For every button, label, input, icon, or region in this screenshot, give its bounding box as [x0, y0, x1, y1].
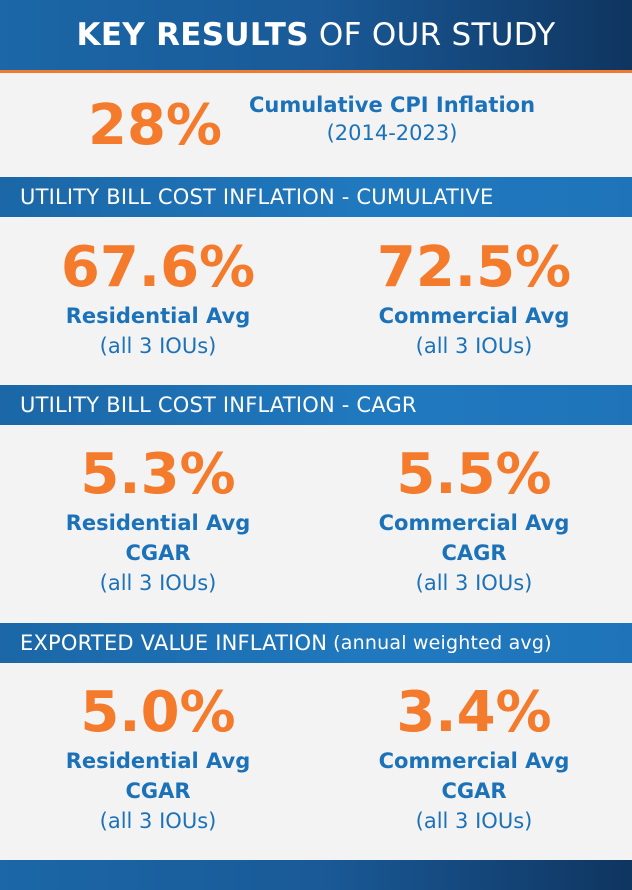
stat-label: Commercial Avg [378, 511, 570, 535]
cpi-period: (2014-2023) [326, 121, 458, 145]
stat-sub: (all 3 IOUs) [99, 334, 217, 358]
stat-label-2: CGAR [441, 779, 507, 803]
cpi-value: 28% [88, 93, 223, 158]
stat-label-2: CGAR [125, 541, 191, 565]
stat-value: 72.5% [376, 235, 572, 300]
stat-label: Residential Avg [65, 749, 251, 773]
exported-residential: 5.0% Residential Avg CGAR (all 3 IOUs) [0, 680, 316, 836]
stat-sub: (all 3 IOUs) [415, 334, 533, 358]
page-header: KEY RESULTS OF OUR STUDY [0, 0, 632, 70]
section-title-text: UTILITY BILL COST INFLATION - CAGR [20, 393, 417, 417]
cagr-panel: 5.3% Residential Avg CGAR (all 3 IOUs) 5… [0, 425, 632, 621]
stat-sub: (all 3 IOUs) [99, 571, 217, 595]
stat-label: Commercial Avg [378, 749, 570, 773]
section-title-exported: EXPORTED VALUE INFLATION (annual weighte… [0, 623, 632, 663]
stat-label: Residential Avg [65, 304, 251, 328]
stat-sub: (all 3 IOUs) [99, 809, 217, 833]
stat-value: 3.4% [396, 680, 552, 745]
stat-label-2: CAGR [441, 541, 507, 565]
section-title-text: EXPORTED VALUE INFLATION [20, 631, 328, 655]
stat-sub: (all 3 IOUs) [415, 809, 533, 833]
exported-panel: 5.0% Residential Avg CGAR (all 3 IOUs) 3… [0, 663, 632, 860]
stat-label-2: CGAR [125, 779, 191, 803]
page-footer-bar [0, 860, 632, 890]
stat-value: 5.5% [396, 442, 552, 507]
cpi-label: Cumulative CPI Inflation [248, 93, 536, 117]
stat-sub: (all 3 IOUs) [415, 571, 533, 595]
section-title-text: UTILITY BILL COST INFLATION - CUMULATIVE [20, 185, 494, 209]
stat-label: Residential Avg [65, 511, 251, 535]
stat-value: 5.0% [80, 680, 236, 745]
cumulative-panel: 67.6% Residential Avg (all 3 IOUs) 72.5%… [0, 217, 632, 385]
cpi-section: 28% Cumulative CPI Inflation (2014-2023) [0, 73, 632, 177]
section-title-cagr: UTILITY BILL COST INFLATION - CAGR [0, 385, 632, 425]
cagr-commercial: 5.5% Commercial Avg CAGR (all 3 IOUs) [316, 442, 632, 598]
exported-commercial: 3.4% Commercial Avg CGAR (all 3 IOUs) [316, 680, 632, 836]
cumulative-residential: 67.6% Residential Avg (all 3 IOUs) [0, 235, 316, 361]
header-title-bold: KEY RESULTS [76, 17, 309, 53]
section-title-paren: (annual weighted avg) [333, 632, 552, 654]
section-title-cumulative: UTILITY BILL COST INFLATION - CUMULATIVE [0, 177, 632, 217]
stat-label: Commercial Avg [378, 304, 570, 328]
cagr-residential: 5.3% Residential Avg CGAR (all 3 IOUs) [0, 442, 316, 598]
header-title-light: OF OUR STUDY [318, 17, 556, 53]
header-divider [0, 70, 632, 73]
stat-value: 5.3% [80, 442, 236, 507]
stat-value: 67.6% [60, 235, 256, 300]
cumulative-commercial: 72.5% Commercial Avg (all 3 IOUs) [316, 235, 632, 361]
